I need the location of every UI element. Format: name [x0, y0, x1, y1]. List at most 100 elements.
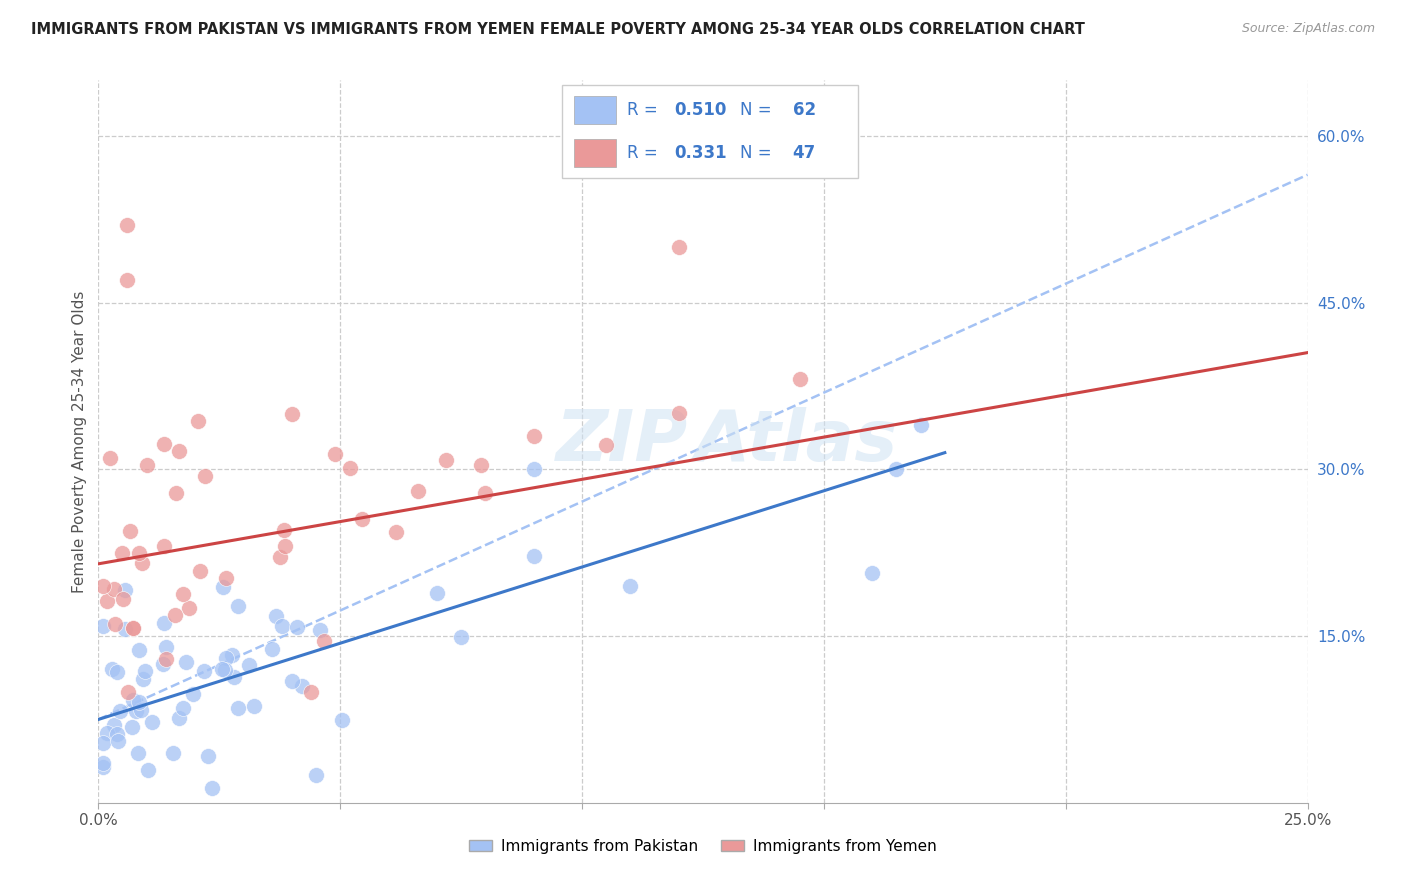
Point — [330, 713, 353, 727]
Point — [309, 624, 332, 638]
Legend: Immigrants from Pakistan, Immigrants from Yemen: Immigrants from Pakistan, Immigrants fro… — [463, 833, 943, 860]
Point — [668, 240, 690, 254]
Point — [91, 756, 114, 770]
Point — [523, 462, 546, 476]
Point — [188, 565, 211, 579]
Text: IMMIGRANTS FROM PAKISTAN VS IMMIGRANTS FROM YEMEN FEMALE POVERTY AMONG 25-34 YEA: IMMIGRANTS FROM PAKISTAN VS IMMIGRANTS F… — [31, 22, 1085, 37]
Point — [152, 657, 174, 672]
Point — [339, 461, 361, 475]
Point — [285, 620, 308, 634]
Point — [270, 618, 292, 632]
Y-axis label: Female Poverty Among 25-34 Year Olds: Female Poverty Among 25-34 Year Olds — [72, 291, 87, 592]
Point — [215, 651, 238, 665]
Point — [155, 640, 177, 654]
Point — [163, 608, 186, 623]
Point — [222, 670, 245, 684]
Point — [122, 621, 145, 635]
Point — [197, 749, 219, 764]
Text: R =: R = — [627, 145, 664, 162]
Point — [274, 539, 297, 553]
Point — [406, 483, 429, 498]
Point — [789, 372, 811, 386]
Point — [91, 760, 114, 774]
Point — [127, 746, 149, 760]
Point — [619, 579, 641, 593]
Point — [153, 615, 176, 630]
Point — [174, 656, 197, 670]
Point — [107, 734, 129, 748]
Point — [152, 437, 174, 451]
Point — [155, 652, 177, 666]
Point — [172, 701, 194, 715]
Point — [523, 549, 546, 564]
Point — [162, 747, 184, 761]
Point — [323, 447, 346, 461]
Point — [436, 452, 458, 467]
Point — [110, 704, 132, 718]
Point — [100, 662, 122, 676]
Point — [132, 673, 155, 687]
Point — [105, 665, 128, 679]
Text: N =: N = — [740, 101, 776, 119]
Point — [860, 566, 883, 581]
Text: R =: R = — [627, 101, 664, 119]
FancyBboxPatch shape — [574, 96, 616, 124]
Text: 0.510: 0.510 — [675, 101, 727, 119]
Point — [111, 545, 134, 559]
Point — [111, 591, 134, 606]
Point — [305, 768, 328, 782]
Point — [120, 524, 142, 538]
Text: 62: 62 — [793, 101, 815, 119]
Point — [134, 664, 156, 678]
Point — [214, 663, 236, 677]
Point — [910, 417, 932, 432]
Point — [668, 406, 690, 420]
Point — [291, 679, 314, 693]
Point — [181, 687, 204, 701]
Point — [201, 780, 224, 795]
Text: N =: N = — [740, 145, 776, 162]
Point — [91, 579, 114, 593]
Point — [91, 736, 114, 750]
Point — [470, 458, 492, 472]
Text: Source: ZipAtlas.com: Source: ZipAtlas.com — [1241, 22, 1375, 36]
Point — [136, 458, 159, 473]
Point — [226, 599, 249, 614]
Point — [177, 601, 200, 615]
Point — [264, 608, 287, 623]
Point — [125, 704, 148, 718]
Point — [117, 684, 139, 698]
Point — [350, 512, 373, 526]
Point — [595, 438, 617, 452]
Point — [131, 703, 153, 717]
Point — [193, 664, 215, 678]
Point — [523, 429, 546, 443]
FancyBboxPatch shape — [574, 139, 616, 167]
Point — [299, 684, 322, 698]
Point — [91, 619, 114, 633]
Point — [98, 451, 121, 466]
Point — [104, 617, 127, 632]
Point — [128, 695, 150, 709]
Text: 47: 47 — [793, 145, 815, 162]
Point — [242, 699, 264, 714]
Point — [105, 727, 128, 741]
Text: ZIP Atlas: ZIP Atlas — [555, 407, 898, 476]
Point — [165, 486, 187, 500]
Point — [141, 714, 163, 729]
Point — [128, 643, 150, 657]
Text: 0.331: 0.331 — [675, 145, 727, 162]
Point — [212, 580, 235, 594]
Point — [103, 718, 125, 732]
Point — [211, 662, 233, 676]
Point — [262, 641, 284, 656]
Point — [169, 444, 191, 458]
Point — [426, 586, 449, 600]
Point — [131, 556, 153, 570]
Point — [136, 763, 159, 777]
Point — [172, 587, 194, 601]
Point — [128, 546, 150, 560]
Point — [474, 486, 496, 500]
Point — [122, 693, 145, 707]
Point — [886, 462, 908, 476]
